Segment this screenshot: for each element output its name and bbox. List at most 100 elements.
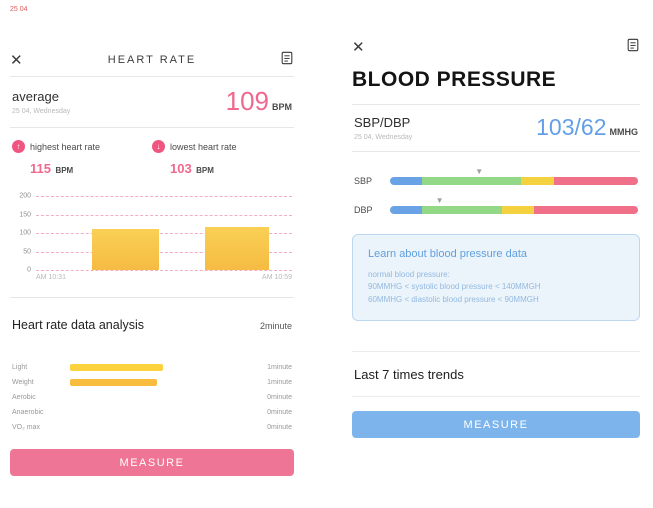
sbp-label: SBP [354,176,373,186]
gauge-segment-elevated [521,177,554,185]
heart-rate-screen: ✕ HEART RATE average 25 04, Wednesday 10… [10,44,294,476]
gauge-segment-low [390,206,423,214]
gridline [36,214,292,216]
lowest-value: 103 [170,161,192,176]
gridline [36,233,292,234]
analysis-row: Anaerobic 0minute [12,405,292,420]
info-line: normal blood pressure: [368,270,450,279]
analysis-row-label: Light [12,364,28,371]
analysis-row-value: 0minute [267,394,292,401]
highest-heart-rate-stat: ↑ highest heart rate 115 BPM [12,140,152,178]
y-tick: 0 [27,266,31,274]
dbp-label: DBP [354,205,373,215]
gridline [36,196,292,197]
sbp-gauge: ▼ [390,167,638,185]
records-icon[interactable] [272,51,294,70]
analysis-row: VO₂ max 0minute [12,420,292,435]
gauge-marker-icon: ▼ [435,196,444,205]
reading-row: SBP/DBP 25 04, Wednesday 103/62 MMHG [352,105,640,151]
pressure-gauges: SBP ▼ DBP ▼ [352,167,640,215]
corner-timestamp: 25 04 [10,6,28,13]
dbp-gauge-row: DBP ▼ [354,196,638,215]
gauge-marker-icon: ▼ [475,167,484,176]
highest-label: highest heart rate [30,141,101,152]
analysis-row-label: Anaerobic [12,409,44,416]
analysis-bar [70,379,158,386]
heart-rate-header: ✕ HEART RATE [10,44,294,76]
analysis-row-value: 0minute [267,424,292,431]
analysis-row: Light 1minute [12,360,292,375]
reading-value: 103/62 [536,114,607,140]
lowest-heart-rate-stat: ↓ lowest heart rate 103 BPM [152,140,292,178]
gridline [36,251,292,253]
reading-divider [352,151,640,152]
average-date: 25 04, Wednesday [12,107,71,115]
analysis-total: 2minute [259,321,292,331]
blood-pressure-screen: ✕ BLOOD PRESSURE SBP/DBP 25 04, Wednesda… [352,34,640,439]
gauge-segment-normal [422,206,502,214]
page-title: BLOOD PRESSURE [352,68,557,91]
analysis-row-value: 0minute [267,409,292,416]
analysis-row: Aerobic 0minute [12,390,292,405]
analysis-rows: Light 1minute Weight 1minute Aerobic 0mi… [10,360,294,435]
analysis-row-label: VO₂ max [12,424,40,431]
arrow-down-icon: ↓ [152,140,165,153]
analysis-row-value: 1minute [267,379,292,386]
analysis-row-label: Aerobic [12,394,36,401]
highest-unit: BPM [55,166,74,175]
y-tick: 200 [19,192,31,200]
y-tick: 100 [19,229,31,237]
header-divider [10,76,294,77]
x-label-end: AM 10:59 [262,274,292,281]
analysis-title: Heart rate data analysis [12,318,145,332]
analysis-row: Weight 1minute [12,375,292,390]
lowest-unit: BPM [196,166,214,175]
chart-y-axis: 200 150 100 50 0 [12,192,36,274]
blood-pressure-header: ✕ [352,34,640,60]
measure-button[interactable]: MEASURE [352,411,640,439]
close-icon[interactable]: ✕ [352,39,365,56]
chart-plot-area [36,196,292,271]
reading-unit: MMHG [609,127,639,137]
analysis-bar [70,364,163,371]
info-line: 90MMHG < systolic blood pressure < 140MM… [368,282,541,292]
analysis-row-value: 1minute [267,364,292,371]
heart-rate-stats: ↑ highest heart rate 115 BPM ↓ lowest he… [10,128,294,182]
average-divider [10,127,294,128]
analysis-row-label: Weight [12,379,34,386]
dbp-gauge: ▼ [390,196,638,214]
measure-button[interactable]: MEASURE [10,449,294,476]
average-unit: BPM [272,102,292,112]
highest-value: 115 [30,161,51,176]
average-value: 109 [225,86,269,116]
lowest-label: lowest heart rate [170,141,237,152]
gauge-segment-high [533,206,638,214]
average-row: average 25 04, Wednesday 109 BPM [10,77,294,127]
reading-date: 25 04, Wednesday [354,133,413,141]
header-divider [352,104,640,105]
chart-x-axis: AM 10:31 AM 10:59 [36,274,292,281]
page-title: HEART RATE [107,54,197,66]
x-label-start: AM 10:31 [36,274,66,281]
info-line: 60MMHG < diastolic blood pressure < 90MM… [368,294,539,304]
gauge-segment-high [553,177,638,185]
average-label: average [12,88,59,104]
y-tick: 50 [23,248,31,255]
records-icon[interactable] [618,38,640,57]
close-icon[interactable]: ✕ [10,52,23,69]
y-tick: 150 [19,211,31,218]
sbp-gauge-row: SBP ▼ [354,167,638,186]
arrow-up-icon: ↑ [12,140,25,153]
analysis-header: Heart rate data analysis 2minute [10,318,294,332]
section-divider [10,297,294,298]
info-link[interactable]: Learn about blood pressure data [368,248,528,260]
gridline [36,270,292,271]
gauge-segment-low [390,177,423,185]
heart-rate-chart: 200 150 100 50 0 AM 10:31 [10,192,294,281]
reading-label: SBP/DBP [354,114,411,130]
blood-pressure-info-box: Learn about blood pressure data normal b… [352,234,640,322]
gauge-segment-elevated [501,206,534,214]
gauge-segment-normal [422,177,522,185]
trends-link[interactable]: Last 7 times trends [352,351,640,398]
